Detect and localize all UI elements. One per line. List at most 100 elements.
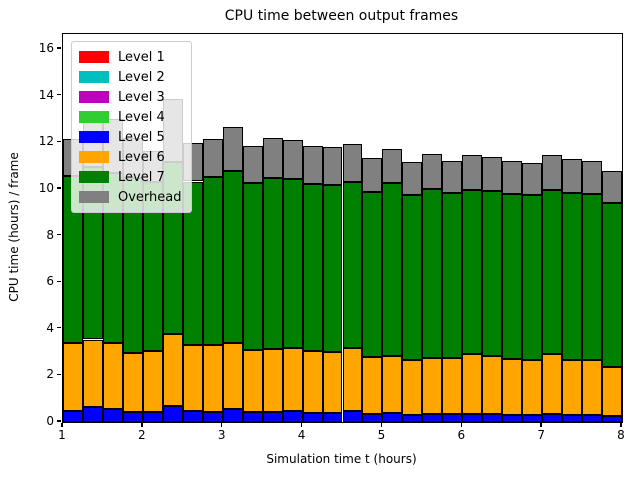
- bar-segment-level-7: [482, 191, 503, 356]
- bar-segment-overhead: [402, 162, 423, 195]
- bar-segment-level-7: [302, 183, 323, 352]
- bar-segment-overhead: [282, 139, 303, 179]
- legend-item-level-3: Level 3: [79, 87, 182, 107]
- bar-segment-level-6: [462, 354, 483, 414]
- bar-segment-level-5: [362, 413, 383, 422]
- bar-segment-level-5: [402, 414, 423, 422]
- bar-segment-level-6: [82, 339, 103, 408]
- bar-segment-level-5: [242, 412, 263, 422]
- x-tick-label: 3: [217, 428, 226, 442]
- bar-segment-level-7: [362, 192, 383, 358]
- legend-swatch-icon: [79, 171, 109, 183]
- bar-segment-level-5: [342, 411, 363, 422]
- x-tick-label: 5: [377, 428, 386, 442]
- bar-segment-level-5: [102, 408, 123, 422]
- bar-segment-level-6: [602, 366, 622, 416]
- y-axis-label: CPU time (hours) / frame: [7, 152, 21, 302]
- bar-segment-level-6: [262, 348, 283, 412]
- y-tick: [57, 47, 61, 49]
- y-tick: [57, 187, 61, 189]
- x-tick-label: 7: [537, 428, 545, 442]
- bar-segment-level-7: [382, 183, 403, 356]
- legend-box: Level 1 Level 2 Level 3 Level 4 Level 5 Level…: [71, 41, 192, 213]
- bar-segment-level-6: [382, 355, 403, 414]
- x-tick: [380, 422, 383, 427]
- bar-segment-level-7: [182, 181, 203, 346]
- bar-segment-level-7: [522, 194, 543, 361]
- y-tick: [57, 140, 61, 142]
- legend-swatch-icon: [79, 131, 109, 143]
- bar-segment-level-7: [562, 193, 583, 360]
- bar-segment-level-5: [222, 408, 243, 422]
- bar-segment-overhead: [542, 154, 563, 190]
- legend-item-level-5: Level 5: [79, 127, 182, 147]
- legend-label: Level 1: [118, 49, 165, 65]
- bar-segment-level-6: [302, 351, 323, 413]
- bar-segment-level-5: [602, 415, 622, 422]
- bar-segment-overhead: [522, 162, 543, 195]
- bar-segment-overhead: [482, 156, 503, 192]
- bar-segment-level-7: [222, 171, 243, 344]
- legend-swatch-icon: [79, 71, 109, 83]
- bar-segment-overhead: [382, 148, 403, 184]
- bar-segment-overhead: [582, 161, 603, 195]
- bar-segment-level-5: [82, 407, 103, 422]
- bar-segment-level-5: [562, 414, 583, 422]
- x-tick-label: 4: [297, 428, 306, 442]
- x-tick: [460, 422, 462, 427]
- bar-segment-level-6: [322, 352, 343, 414]
- bar-segment-level-6: [142, 351, 163, 413]
- bar-segment-level-5: [502, 414, 523, 422]
- legend-item-level-6: Level 6: [79, 147, 182, 167]
- bar-segment-overhead: [242, 146, 263, 184]
- y-tick: [57, 280, 61, 282]
- legend-swatch-icon: [79, 51, 109, 63]
- bar-segment-overhead: [462, 155, 483, 191]
- y-tick: [57, 233, 61, 236]
- bar-segment-level-5: [202, 411, 223, 422]
- bar-segment-overhead: [302, 146, 323, 184]
- bar-segment-level-5: [522, 414, 543, 422]
- bar-segment-level-5: [282, 410, 303, 422]
- bar-segment-overhead: [222, 127, 243, 172]
- bar-segment-level-6: [362, 357, 383, 414]
- x-tick: [300, 422, 303, 427]
- bar-segment-level-6: [242, 349, 263, 413]
- bar-segment-level-5: [442, 414, 463, 422]
- bar-segment-level-7: [402, 194, 423, 360]
- bar-segment-level-6: [562, 359, 583, 415]
- legend-label: Level 6: [118, 149, 165, 165]
- bar-segment-level-5: [542, 413, 563, 422]
- bar-segment-level-6: [542, 353, 563, 414]
- y-tick-label: 12: [38, 134, 54, 149]
- x-tick: [620, 422, 622, 427]
- y-tick-label: 0: [46, 414, 54, 428]
- bar-segment-overhead: [562, 159, 583, 194]
- bar-segment-level-5: [302, 412, 323, 422]
- bar-segment-level-5: [142, 412, 163, 422]
- x-tick: [61, 422, 63, 427]
- bar-segment-level-5: [63, 410, 83, 422]
- bar-segment-level-6: [102, 342, 123, 409]
- legend-swatch-icon: [79, 91, 109, 103]
- bar-segment-level-6: [522, 360, 543, 415]
- legend-swatch-icon: [79, 111, 109, 123]
- legend-label: Level 4: [118, 109, 165, 125]
- bar-segment-level-6: [202, 345, 223, 412]
- bar-segment-level-6: [402, 359, 423, 415]
- bar-segment-overhead: [202, 138, 223, 178]
- bar-segment-level-6: [162, 334, 183, 407]
- x-tick-label: 6: [457, 428, 466, 442]
- legend-label: Level 3: [118, 89, 165, 105]
- bar-segment-overhead: [422, 154, 443, 189]
- x-axis-label: Simulation time t (hours): [266, 452, 417, 466]
- bar-segment-overhead: [322, 147, 343, 185]
- bar-segment-level-6: [482, 355, 503, 414]
- y-tick-label: 10: [38, 180, 54, 195]
- bar-segment-level-5: [322, 413, 343, 422]
- plot-area: [62, 33, 623, 423]
- bar-segment-level-5: [462, 413, 483, 422]
- bar-segment-level-5: [482, 413, 503, 422]
- bar-segment-level-6: [442, 358, 463, 415]
